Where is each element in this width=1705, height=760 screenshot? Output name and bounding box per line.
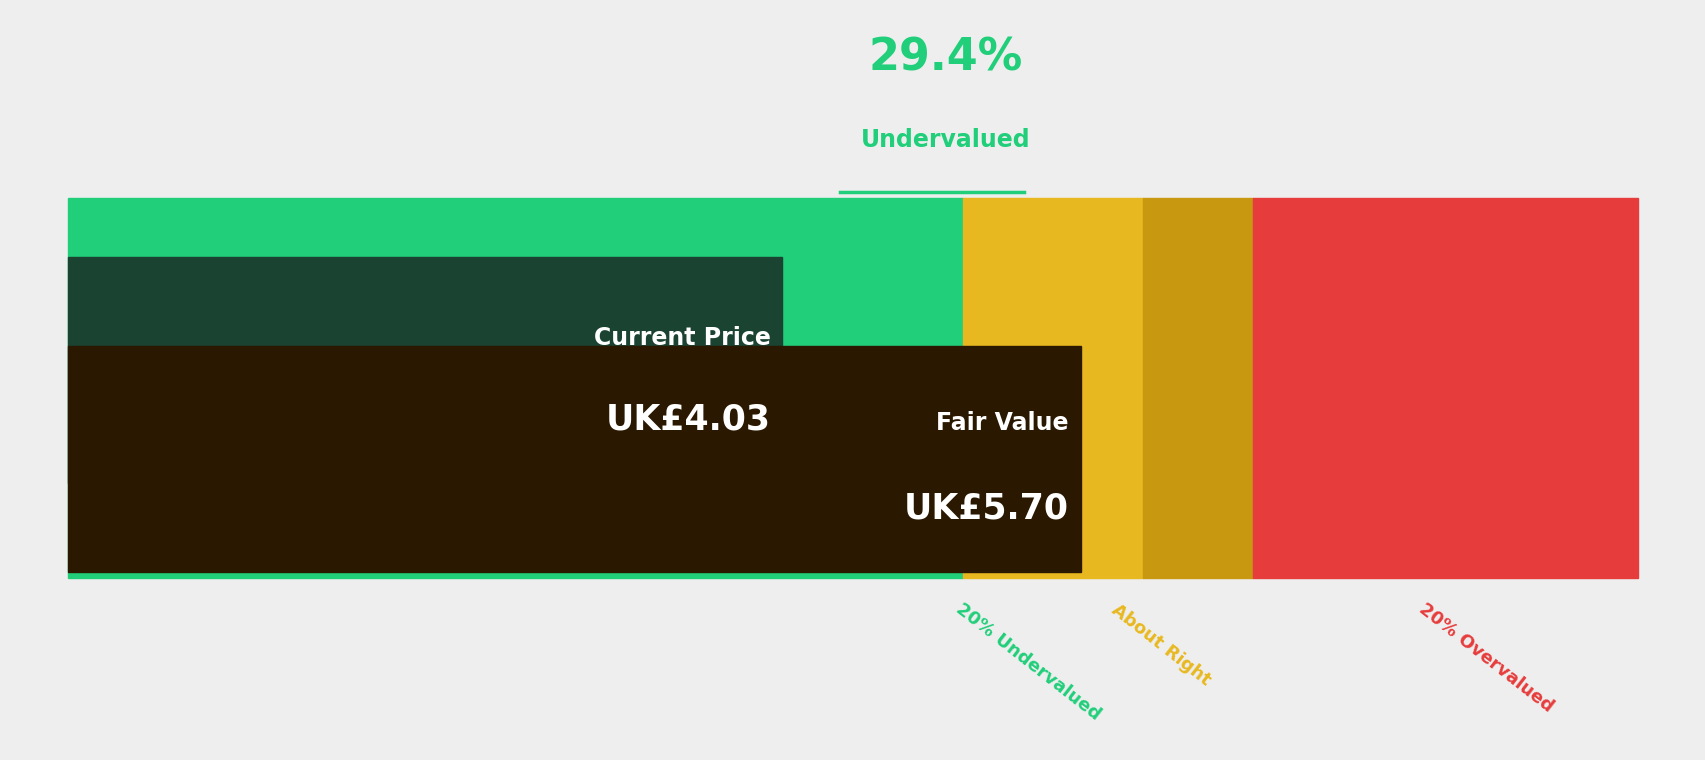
Text: 20% Overvalued: 20% Overvalued xyxy=(1415,600,1555,716)
Bar xyxy=(962,198,1142,578)
Bar xyxy=(68,257,783,483)
Bar xyxy=(68,346,1079,572)
Text: About Right: About Right xyxy=(1108,600,1214,689)
Text: Fair Value: Fair Value xyxy=(936,410,1067,435)
Text: UK£4.03: UK£4.03 xyxy=(605,402,771,436)
Text: 29.4%: 29.4% xyxy=(868,36,1023,80)
Bar xyxy=(1142,198,1253,578)
Text: UK£5.70: UK£5.70 xyxy=(904,492,1067,526)
Text: Current Price: Current Price xyxy=(593,326,771,350)
Text: Undervalued: Undervalued xyxy=(861,128,1030,152)
Bar xyxy=(1253,198,1637,578)
Bar xyxy=(68,198,962,578)
Text: 20% Undervalued: 20% Undervalued xyxy=(953,600,1103,724)
